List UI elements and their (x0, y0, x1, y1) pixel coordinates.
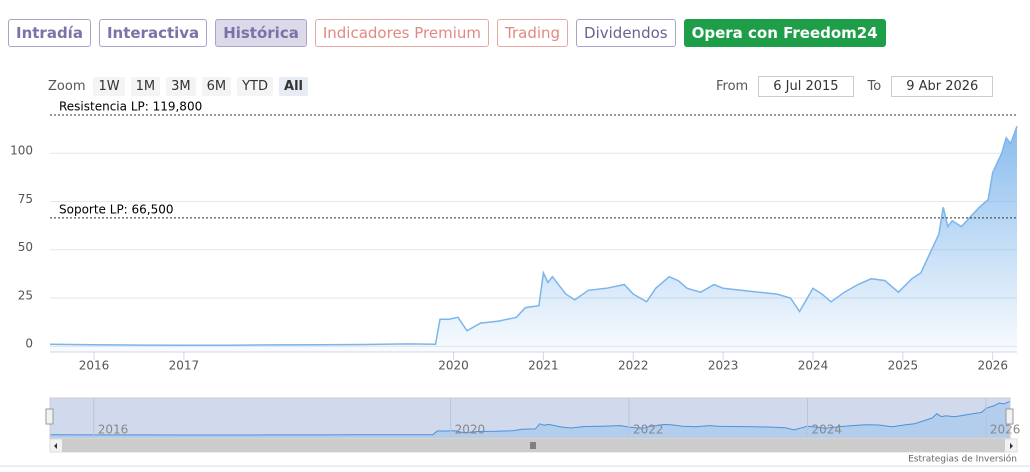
x-tick-label: 2026 (977, 359, 1008, 373)
navigator-tick-label: 2026 (990, 423, 1021, 437)
tab[interactable]: Dividendos (576, 19, 676, 47)
navigator-tick-label: 2022 (633, 423, 664, 437)
navigator-tick-label: 2016 (98, 423, 129, 437)
x-tick-label: 2016 (79, 359, 110, 373)
navigator-line (49, 400, 1011, 436)
zoom-button[interactable]: All (279, 77, 308, 96)
zoom-button[interactable]: 6M (201, 77, 232, 96)
navigator-mask (50, 398, 1010, 438)
x-tick-label: 2021 (528, 359, 559, 373)
x-tick-label: 2017 (169, 359, 200, 373)
tab[interactable]: Trading (497, 19, 569, 47)
y-tick-label: 25 (18, 288, 33, 302)
x-tick-label: 2022 (618, 359, 649, 373)
zoom-button[interactable]: YTD (237, 77, 274, 96)
tab[interactable]: Intradía (8, 19, 91, 47)
navigator-tick-label: 2024 (811, 423, 842, 437)
navigator-area (50, 401, 1010, 438)
area-fill (50, 126, 1017, 352)
scrollbar-arrow (1010, 443, 1013, 449)
x-tick-label: 2023 (708, 359, 739, 373)
y-tick-label: 75 (18, 192, 33, 206)
zoom-bar: Zoom 1W 1M 3M 6M YTD All (48, 77, 308, 96)
tab[interactable]: Histórica (215, 19, 307, 47)
y-tick-label: 100 (10, 144, 33, 158)
tab[interactable]: Interactiva (98, 19, 208, 47)
date-range: From 6 Jul 2015 To 9 Abr 2026 (716, 76, 1007, 97)
x-tick-label: 2025 (888, 359, 919, 373)
zoom-button[interactable]: 1M (130, 77, 161, 96)
navigator-tick-label: 2020 (455, 423, 486, 437)
price-line (49, 125, 1018, 346)
to-input[interactable]: 9 Abr 2026 (891, 76, 994, 97)
x-tick-label: 2020 (438, 359, 469, 373)
zoom-label: Zoom (48, 79, 86, 94)
tab[interactable]: Opera con Freedom24 (683, 19, 886, 47)
tab[interactable]: Indicadores Premium (314, 19, 489, 47)
zoom-button[interactable]: 3M (166, 77, 196, 96)
credit: Estrategias de Inversión (908, 454, 1017, 465)
y-tick-label: 50 (18, 240, 33, 254)
from-label: From (716, 79, 749, 94)
y-tick-label: 0 (25, 337, 33, 351)
plot-line-label: Soporte LP: 66,500 (59, 202, 174, 216)
tab-bar: Intradía Interactiva Histórica Indicadores … (8, 19, 886, 47)
plot-line-label: Resistencia LP: 119,800 (59, 100, 202, 114)
zoom-button[interactable]: 1W (93, 77, 125, 96)
scrollbar-arrow (54, 443, 57, 449)
navigator-handle[interactable] (45, 408, 54, 425)
x-tick-label: 2024 (798, 359, 829, 373)
scrollbar-grip (530, 442, 536, 449)
from-input[interactable]: 6 Jul 2015 (758, 76, 854, 97)
navigator-handle[interactable] (1005, 408, 1014, 425)
to-label: To (867, 79, 882, 94)
